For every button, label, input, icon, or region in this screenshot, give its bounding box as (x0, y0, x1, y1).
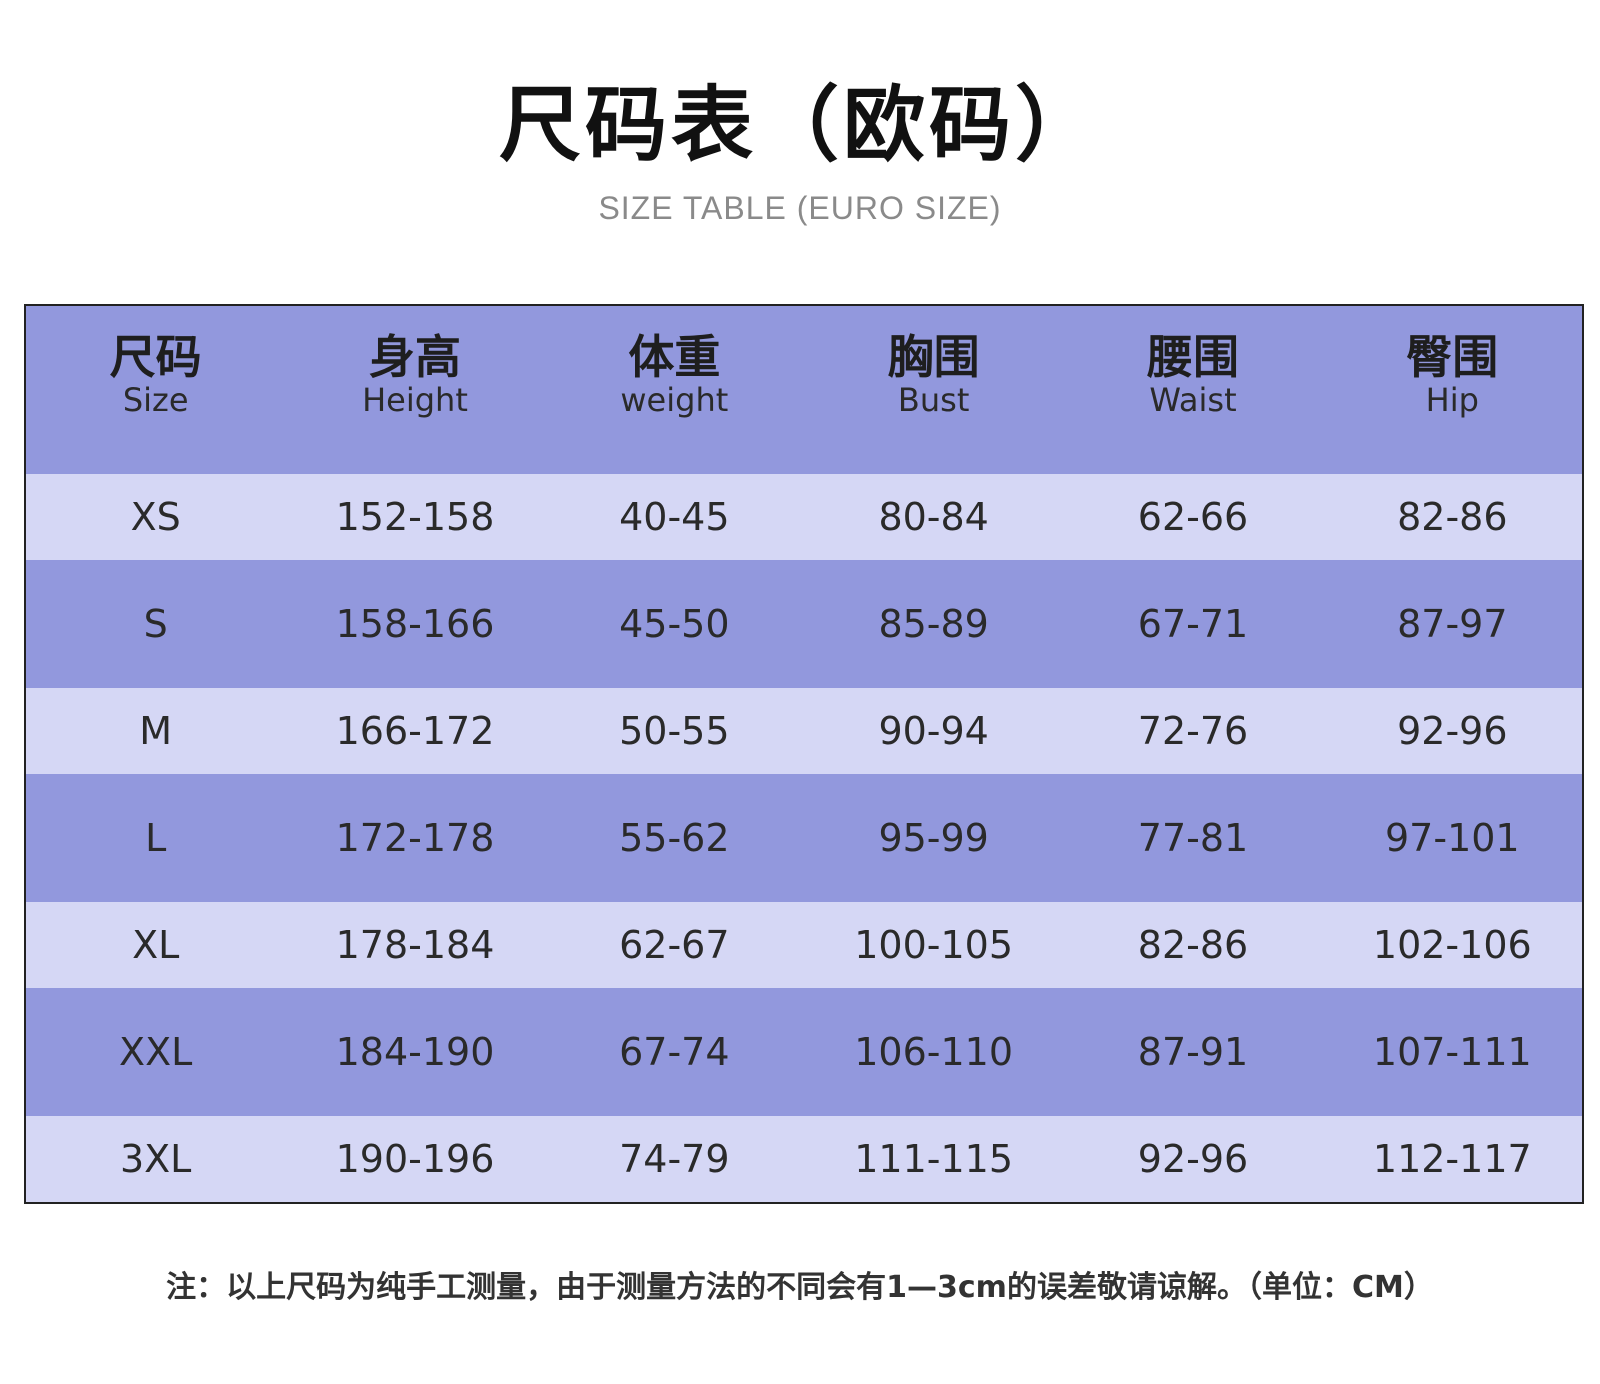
cell-weight: 55-62 (619, 816, 730, 860)
cell-hip: 112-117 (1372, 1137, 1532, 1181)
table-row: XL 178-184 62-67 100-105 82-86 102-106 (26, 902, 1582, 988)
header-size-en: Size (122, 381, 189, 419)
cell-size: XXL (119, 1030, 193, 1074)
cell-bust: 111-115 (854, 1137, 1014, 1181)
header-weight-cn: 体重 (628, 330, 721, 384)
cell-height: 184-190 (335, 1030, 495, 1074)
header-hip-cn: 臀围 (1406, 330, 1499, 384)
cell-weight: 62-67 (619, 923, 730, 967)
header-waist-en: Waist (1149, 381, 1237, 419)
page-subtitle: SIZE TABLE (EURO SIZE) (598, 190, 1002, 226)
table-row: L 172-178 55-62 95-99 77-81 97-101 (26, 774, 1582, 902)
header-bust-en: Bust (897, 381, 970, 419)
cell-waist: 72-76 (1137, 709, 1249, 753)
header-size-cn: 尺码 (109, 330, 202, 384)
header-size: 尺码 Size (26, 306, 285, 474)
cell-hip: 97-101 (1385, 816, 1520, 860)
cell-hip: 102-106 (1372, 923, 1532, 967)
cell-size: XL (132, 923, 180, 967)
cell-height: 152-158 (335, 495, 495, 539)
cell-weight: 45-50 (619, 602, 730, 646)
cell-size: S (143, 602, 168, 646)
cell-hip: 82-86 (1397, 495, 1508, 539)
cell-bust: 95-99 (878, 816, 989, 860)
page-title: 尺码表（欧码） (498, 77, 1101, 173)
table-row: M 166-172 50-55 90-94 72-76 92-96 (26, 688, 1582, 774)
header-hip-en: Hip (1425, 381, 1479, 419)
cell-hip: 92-96 (1397, 709, 1508, 753)
cell-weight: 74-79 (619, 1137, 730, 1181)
cell-bust: 100-105 (854, 923, 1014, 967)
header-height-en: Height (362, 381, 468, 419)
size-table: 尺码 Size 身高 Height 体重 weight 胸围 Bust 腰围 W… (24, 304, 1584, 1204)
cell-weight: 67-74 (619, 1030, 730, 1074)
cell-bust: 85-89 (878, 602, 989, 646)
cell-waist: 87-91 (1137, 1030, 1249, 1074)
header-bust-cn: 胸围 (887, 330, 980, 384)
header-hip: 臀围 Hip (1323, 306, 1582, 474)
cell-weight: 50-55 (619, 709, 730, 753)
header-height-cn: 身高 (368, 330, 461, 384)
table-header-row: 尺码 Size 身高 Height 体重 weight 胸围 Bust 腰围 W… (26, 306, 1582, 474)
cell-height: 158-166 (335, 602, 495, 646)
cell-bust: 90-94 (878, 709, 989, 753)
table-row: XS 152-158 40-45 80-84 62-66 82-86 (26, 474, 1582, 560)
cell-hip: 107-111 (1372, 1030, 1532, 1074)
cell-waist: 77-81 (1137, 816, 1249, 860)
header-height: 身高 Height (285, 306, 544, 474)
table-row: 3XL 190-196 74-79 111-115 92-96 112-117 (26, 1116, 1582, 1202)
cell-hip: 87-97 (1397, 602, 1508, 646)
header-waist: 腰围 Waist (1063, 306, 1322, 474)
cell-waist: 82-86 (1137, 923, 1249, 967)
cell-size: 3XL (119, 1137, 192, 1181)
cell-height: 172-178 (335, 816, 495, 860)
header-weight: 体重 weight (545, 306, 804, 474)
cell-waist: 92-96 (1137, 1137, 1249, 1181)
cell-waist: 62-66 (1137, 495, 1249, 539)
cell-size: M (139, 709, 173, 753)
cell-height: 178-184 (335, 923, 495, 967)
footnote: 注：以上尺码为纯手工测量，由于测量方法的不同会有1—3cm的误差敬请谅解。（单位… (166, 1270, 1434, 1305)
cell-waist: 67-71 (1137, 602, 1249, 646)
cell-height: 190-196 (335, 1137, 495, 1181)
table-row: XXL 184-190 67-74 106-110 87-91 107-111 (26, 988, 1582, 1116)
header-bust: 胸围 Bust (804, 306, 1063, 474)
cell-bust: 80-84 (878, 495, 989, 539)
cell-bust: 106-110 (854, 1030, 1014, 1074)
cell-size: XS (130, 495, 181, 539)
table-row: S 158-166 45-50 85-89 67-71 87-97 (26, 560, 1582, 688)
cell-weight: 40-45 (619, 495, 730, 539)
header-waist-cn: 腰围 (1146, 330, 1239, 384)
cell-size: L (145, 816, 167, 860)
header-weight-en: weight (620, 381, 729, 419)
cell-height: 166-172 (335, 709, 495, 753)
